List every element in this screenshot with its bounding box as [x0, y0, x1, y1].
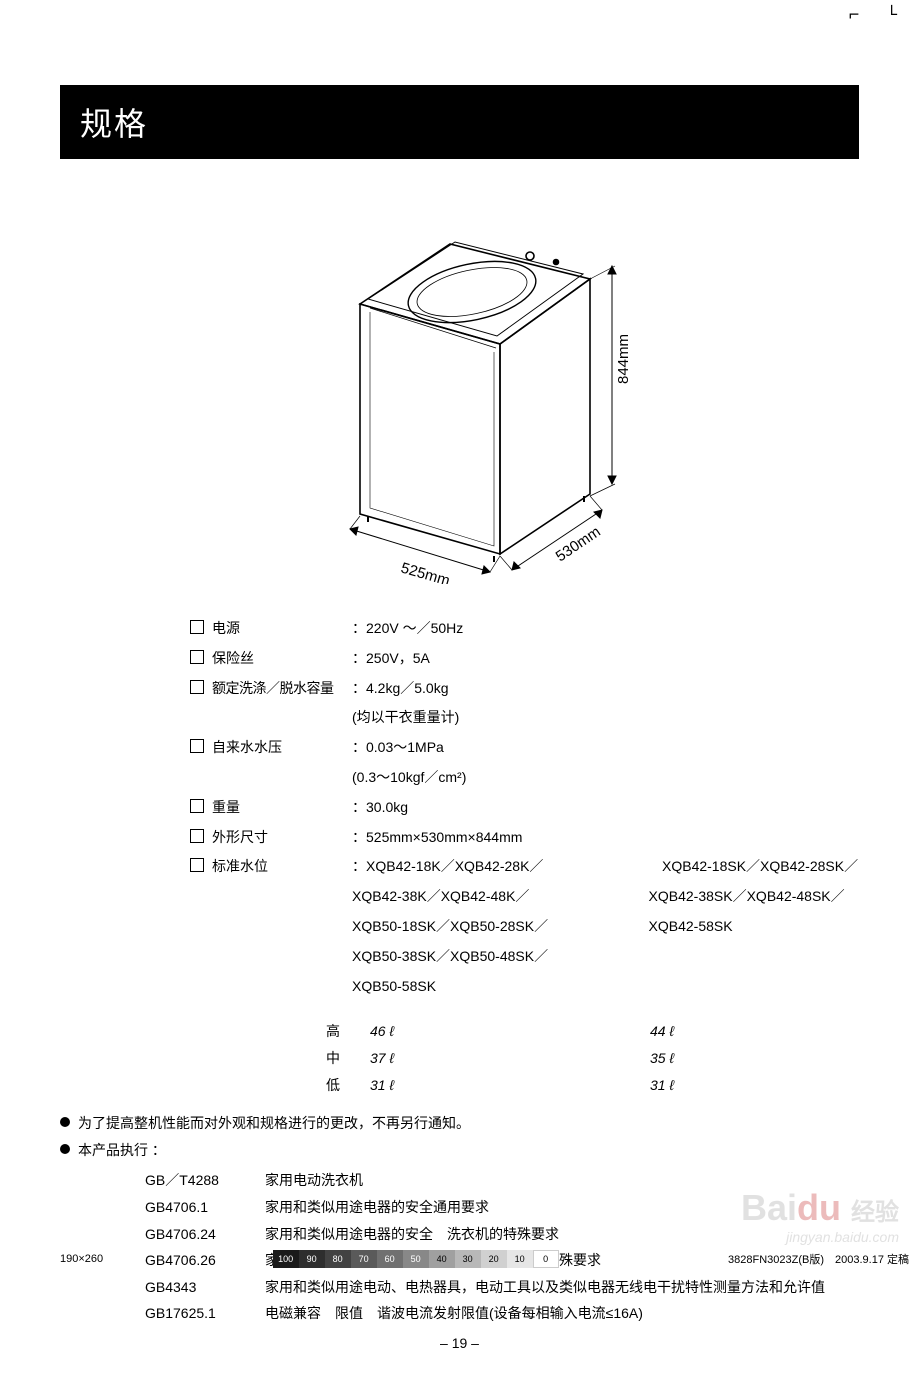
spec-sub: (均以干衣重量计) [352, 706, 859, 730]
spec-cont: XQB50-58SK [352, 975, 859, 999]
spec-label: 保险丝 [212, 647, 352, 671]
spec-value: ：250V，5A [352, 647, 859, 671]
spec-sub: (0.3～10kgf／cm²) [352, 766, 859, 790]
standard-row: GB4343家用和类似用途电动、电热器具，电动工具以及类似电器无线电干扰特性测量… [145, 1274, 859, 1301]
spec-row-capacity: 额定洗涤／脱水容量 ：4.2kg／5.0kg [190, 677, 859, 701]
greyscale-step: 100 [273, 1250, 299, 1268]
note-standards-header: 本产品执行 ： [60, 1137, 859, 1164]
spec-label: 外形尺寸 [212, 826, 352, 850]
page-content: 规格 [0, 0, 919, 1391]
greyscale-step: 50 [403, 1250, 429, 1268]
spec-label: 重量 [212, 796, 352, 820]
level-row-high: 高 46 ℓ 44 ℓ [190, 1018, 859, 1045]
spec-value: ：0.03～1MPa [352, 736, 859, 760]
print-footer: 190×260 1009080706050403020100 3828FN302… [60, 1250, 909, 1268]
checkbox-icon [190, 680, 204, 694]
greyscale-step: 80 [325, 1250, 351, 1268]
spec-row-pressure: 自来水水压 ：0.03～1MPa [190, 736, 859, 760]
spec-value: ：220V ～／50Hz [352, 617, 859, 641]
baidu-watermark: Baidu 经验 jingyan.baidu.com [741, 1187, 899, 1245]
spec-value: ：4.2kg／5.0kg [352, 677, 859, 701]
greyscale-step: 20 [481, 1250, 507, 1268]
greyscale-step: 30 [455, 1250, 481, 1268]
water-level-table: 高 46 ℓ 44 ℓ 中 37 ℓ 35 ℓ 低 31 ℓ 31 ℓ [190, 1018, 859, 1098]
spec-row-weight: 重量 ：30.0kg [190, 796, 859, 820]
level-row-mid: 中 37 ℓ 35 ℓ [190, 1045, 859, 1072]
standard-row: GB17625.1电磁兼容 限值 谐波电流发射限值(设备每相输入电流≤16A) [145, 1300, 859, 1327]
greyscale-step: 40 [429, 1250, 455, 1268]
dim-width: 525mm [398, 560, 451, 584]
spec-row-fuse: 保险丝 ：250V，5A [190, 647, 859, 671]
greyscale-step: 70 [351, 1250, 377, 1268]
checkbox-icon [190, 829, 204, 843]
spec-cont: XQB42-38K／XQB42-48K／ XQB42-38SK／XQB42-48… [352, 885, 859, 909]
page-number: – 19 – [60, 1335, 859, 1351]
greyscale-strip: 1009080706050403020100 [273, 1250, 559, 1268]
spec-label: 自来水水压 [212, 736, 352, 760]
product-diagram: 525mm 530mm 844mm [60, 184, 859, 587]
spec-row-power: 电源 ：220V ～／50Hz [190, 617, 859, 641]
checkbox-icon [190, 799, 204, 813]
notes-section: 为了提高整机性能而对外观和规格进行的更改，不再另行通知。 本产品执行 ： GB／… [60, 1110, 859, 1327]
spec-cont: XQB50-18SK／XQB50-28SK／ XQB42-58SK [352, 915, 859, 939]
note-change: 为了提高整机性能而对外观和规格进行的更改，不再另行通知。 [60, 1110, 859, 1137]
spec-row-dimensions: 外形尺寸 ：525mm×530mm×844mm [190, 826, 859, 850]
crop-marks: ⌐ └ [849, 6, 905, 26]
checkbox-icon [190, 650, 204, 664]
greyscale-step: 10 [507, 1250, 533, 1268]
greyscale-step: 90 [299, 1250, 325, 1268]
level-row-low: 低 31 ℓ 31 ℓ [190, 1072, 859, 1099]
specs-list: 电源 ：220V ～／50Hz 保险丝 ：250V，5A 额定洗涤／脱水容量 ：… [190, 617, 859, 998]
checkbox-icon [190, 858, 204, 872]
bullet-icon [60, 1144, 70, 1154]
spec-label: 标准水位 [212, 855, 352, 879]
spec-value: ：30.0kg [352, 796, 859, 820]
greyscale-step: 0 [533, 1250, 559, 1268]
dim-height: 844mm [615, 334, 632, 384]
checkbox-icon [190, 620, 204, 634]
bullet-icon [60, 1117, 70, 1127]
checkbox-icon [190, 739, 204, 753]
spec-label: 额定洗涤／脱水容量 [212, 677, 352, 701]
greyscale-step: 60 [377, 1250, 403, 1268]
spec-value: ：XQB42-18K／XQB42-28K／ XQB42-18SK／XQB42-2… [352, 855, 882, 879]
page-dimensions: 190×260 [60, 1253, 103, 1265]
page-title: 规格 [60, 85, 859, 159]
spec-cont: XQB50-38SK／XQB50-48SK／ [352, 945, 859, 969]
washing-machine-drawing: 525mm 530mm 844mm [250, 184, 670, 584]
spec-row-waterlevel: 标准水位 ：XQB42-18K／XQB42-28K／ XQB42-18SK／XQ… [190, 855, 859, 879]
dim-depth: 530mm [552, 523, 603, 565]
document-id: 3828FN3023Z(B版) 2003.9.17 定稿 [728, 1251, 909, 1267]
spec-value: ：525mm×530mm×844mm [352, 826, 859, 850]
spec-label: 电源 [212, 617, 352, 641]
